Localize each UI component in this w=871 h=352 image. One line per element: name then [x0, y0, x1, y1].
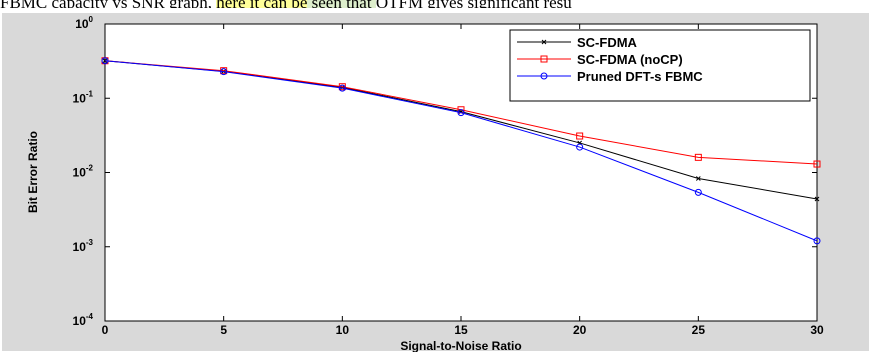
- x-tick-label: 20: [573, 323, 587, 337]
- data-point: [813, 237, 821, 245]
- y-tick-base: 10: [73, 314, 87, 328]
- caption-text: FBMC capacity vs SNR graph, here it can …: [0, 0, 871, 8]
- x-tick-label: 0: [102, 323, 109, 337]
- data-point: [220, 68, 228, 76]
- data-point: [576, 143, 584, 151]
- data-point: [101, 57, 109, 65]
- x-tick-label: 10: [336, 323, 350, 337]
- y-tick-exponent: -2: [86, 164, 94, 173]
- caption-highlight-2: seen that: [307, 0, 376, 8]
- y-tick-exponent: -4: [86, 312, 94, 321]
- x-tick-label: 25: [692, 323, 706, 337]
- y-tick-base: 10: [73, 166, 87, 180]
- series-circle: [101, 57, 821, 245]
- y-tick-label: 10-1: [73, 89, 94, 105]
- legend-marker: [540, 55, 548, 63]
- x-tick-label: 5: [220, 323, 227, 337]
- y-tick-exponent: -1: [86, 89, 94, 98]
- legend-marker: [541, 39, 547, 45]
- data-point: [694, 188, 702, 196]
- y-tick-base: 10: [75, 17, 89, 31]
- caption-suffix: OTFM gives significant resu: [376, 0, 572, 8]
- y-tick-base: 10: [73, 240, 87, 254]
- legend-label: SC-FDMA (noCP): [577, 52, 683, 67]
- data-point: [813, 160, 821, 168]
- legend: SC-FDMA SC-FDMA (noCP) Pruned DFT-s FBMC: [509, 29, 811, 102]
- y-tick-label: 100: [75, 15, 93, 31]
- legend-marker: [540, 72, 548, 80]
- caption-prefix: FBMC capacity vs SNR graph,: [0, 0, 216, 8]
- y-tick-exponent: -3: [86, 238, 94, 247]
- y-axis-label: Bit Error Ratio: [26, 131, 40, 213]
- data-point: [338, 84, 346, 92]
- series-line: [104, 60, 818, 242]
- x-tick-label: 15: [454, 323, 468, 337]
- y-tick-label: 10-3: [73, 238, 94, 254]
- data-point: [457, 109, 465, 117]
- y-tick-base: 10: [73, 91, 87, 105]
- data-point: [102, 58, 108, 64]
- y-tick-label: 10-4: [73, 312, 94, 328]
- data-point: [695, 176, 701, 181]
- data-point: [814, 196, 820, 202]
- series-layer: [101, 57, 821, 245]
- y-tick-label: 10-2: [73, 164, 94, 180]
- legend-label: Pruned DFT-s FBMC: [577, 69, 703, 84]
- y-tick-exponent: 0: [89, 15, 94, 24]
- x-axis-ticks: 0 5 10 15 20 25 30: [102, 24, 824, 337]
- x-tick-label: 30: [810, 323, 824, 337]
- x-axis-label: Signal-to-Noise Ratio: [400, 339, 521, 352]
- data-point: [576, 132, 584, 140]
- legend-label: SC-FDMA: [577, 35, 638, 50]
- caption-highlight-1: here it can be: [216, 0, 308, 8]
- data-point: [694, 153, 702, 161]
